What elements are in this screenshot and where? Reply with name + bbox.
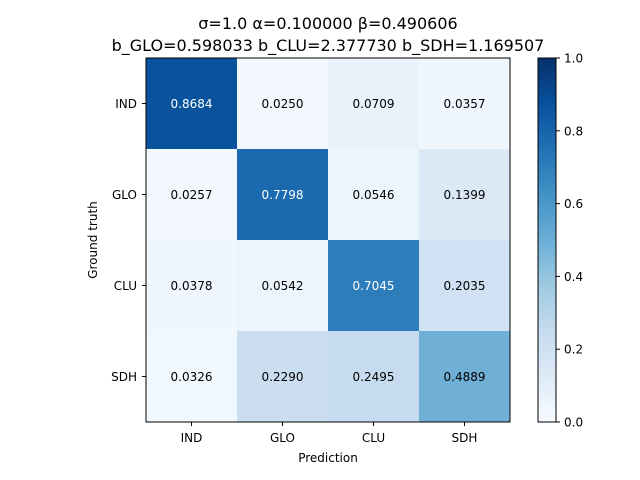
x-tick-label: CLU: [362, 431, 385, 445]
x-tick-label: IND: [181, 431, 203, 445]
x-tick-label: SDH: [452, 431, 478, 445]
heatmap-cell: [328, 149, 420, 241]
heatmap-cells: [146, 58, 511, 423]
heatmap-cell: [146, 331, 238, 423]
y-tick-label: CLU: [114, 279, 137, 293]
cell-value-label: 0.8684: [171, 97, 213, 111]
colorbar-tick-label: 0.0: [564, 416, 583, 430]
cell-value-label: 0.2290: [262, 370, 304, 384]
heatmap-cell: [237, 240, 329, 332]
heatmap-cell: [328, 58, 420, 150]
cell-value-label: 0.2035: [444, 279, 486, 293]
heatmap-cell: [328, 240, 420, 332]
chart-title-line-2: b_GLO=0.598033 b_CLU=2.377730 b_SDH=1.16…: [112, 36, 545, 56]
y-tick-label: IND: [115, 97, 137, 111]
colorbar-tick-label: 0.4: [564, 270, 583, 284]
chart-title-line-1: σ=1.0 α=0.100000 β=0.490606: [198, 14, 457, 33]
y-tick-label: SDH: [111, 370, 137, 384]
cell-value-label: 0.0257: [171, 188, 213, 202]
heatmap-cell: [419, 58, 511, 150]
heatmap-cell: [146, 149, 238, 241]
heatmap-cell: [419, 331, 511, 423]
heatmap-cell: [146, 240, 238, 332]
heatmap-cell: [237, 58, 329, 150]
y-axis-label: Ground truth: [86, 201, 100, 279]
heatmap-cell: [237, 149, 329, 241]
colorbar-tick-label: 0.8: [564, 124, 583, 138]
cell-value-label: 0.7798: [262, 188, 304, 202]
cell-value-label: 0.0250: [262, 97, 304, 111]
cell-value-label: 0.4889: [444, 370, 486, 384]
x-axis-ticks: IND GLO CLU SDH: [181, 422, 478, 445]
colorbar-tick-label: 0.6: [564, 197, 583, 211]
colorbar-ticks: 0.0 0.2 0.4 0.6 0.8 1.0: [556, 52, 583, 430]
cell-value-label: 0.1399: [444, 188, 486, 202]
y-axis-ticks: IND GLO CLU SDH: [111, 97, 146, 384]
heatmap-cell: [419, 240, 511, 332]
cell-value-label: 0.7045: [353, 279, 395, 293]
heatmap-cell: [328, 331, 420, 423]
colorbar: [537, 57, 557, 423]
x-tick-label: GLO: [270, 431, 295, 445]
plot-frame: [145, 57, 511, 423]
cell-value-label: 0.0542: [262, 279, 304, 293]
heatmap-cell: [146, 58, 238, 150]
heatmap-cell-labels: 0.8684 0.0250 0.0709 0.0357 0.0257 0.7798 0.05…: [171, 97, 486, 384]
y-tick-label: GLO: [112, 188, 137, 202]
cell-value-label: 0.0709: [353, 97, 395, 111]
heatmap-cell: [419, 149, 511, 241]
x-axis-label: Prediction: [298, 451, 358, 465]
cell-value-label: 0.0326: [171, 370, 213, 384]
cell-value-label: 0.0378: [171, 279, 213, 293]
cell-value-label: 0.0357: [444, 97, 486, 111]
cell-value-label: 0.2495: [353, 370, 395, 384]
cell-value-label: 0.0546: [353, 188, 395, 202]
colorbar-tick-label: 1.0: [564, 52, 583, 66]
heatmap-cell: [237, 331, 329, 423]
colorbar-tick-label: 0.2: [564, 343, 583, 357]
